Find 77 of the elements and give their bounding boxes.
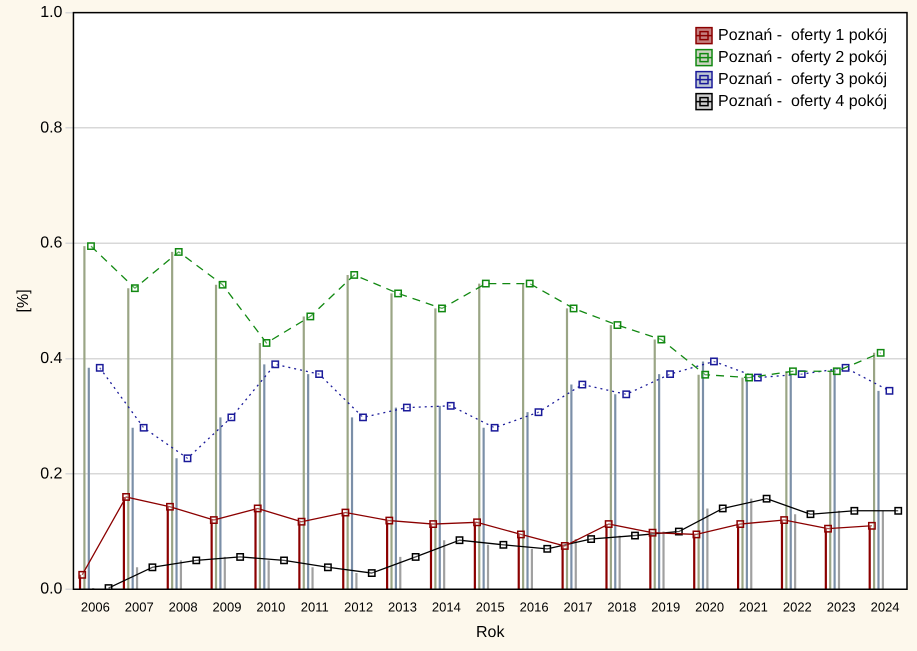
y-tick-label: 1.0 [40,4,63,22]
bar [486,544,490,588]
bar [741,378,744,588]
bar [794,514,796,588]
x-tick-label: 2008 [168,600,198,615]
x-tick-label: 2013 [388,600,417,615]
x-tick-label: 2016 [520,600,549,615]
bar [78,574,82,588]
bar [785,371,788,588]
bar [526,412,529,588]
bar [438,406,441,588]
bar [698,374,700,588]
y-tick-label: 0.2 [40,465,63,482]
y-tick-label: 0.8 [40,119,63,136]
bar [570,384,572,588]
bar [302,316,305,588]
bar [224,556,226,588]
bar [390,293,393,588]
bar [877,390,880,588]
y-tick-label: 0.4 [40,350,63,367]
bar [132,428,134,588]
bar [574,539,577,588]
x-tick-label: 2019 [651,600,680,615]
bar [790,374,792,588]
x-tick-label: 2011 [300,600,329,615]
legend-label: Poznań - oferty 1 pokój [718,27,887,44]
x-tick-label: 2010 [256,600,286,615]
bar [746,378,748,588]
bar [434,308,436,588]
x-tick-label: 2017 [564,600,592,615]
bar [610,325,612,588]
x-tick-label: 2020 [695,600,724,615]
x-tick-label: 2015 [476,600,505,615]
bar [219,417,222,588]
bar [350,417,354,588]
x-tick-label: 2018 [607,600,636,615]
bar [399,556,402,588]
bar [658,374,660,588]
bar [171,252,174,588]
x-axis-title: Rok [476,624,506,641]
bar [530,548,533,588]
bar [214,284,218,588]
bar [614,394,616,588]
bar [443,540,446,588]
bar [873,352,876,588]
bar [522,284,524,588]
y-tick-label: 0.6 [40,234,63,252]
legend-label: Poznań - oferty 2 pokój [718,49,887,66]
x-tick-label: 2022 [782,600,812,615]
x-tick-label: 2023 [826,600,856,615]
bar [311,567,314,588]
bar [654,340,656,588]
bar [263,364,266,588]
bar [258,342,261,588]
bar [566,308,568,588]
bar [882,510,884,588]
bar [83,246,86,588]
x-tick-label: 2009 [212,600,242,615]
bar [750,498,752,588]
legend-label: Poznań - oferty 4 pokój [718,93,887,110]
x-tick-label: 2021 [738,600,768,615]
x-tick-label: 2012 [344,600,374,615]
bar [478,284,480,588]
bar [268,560,270,588]
bar [127,288,130,588]
x-tick-label: 2014 [432,600,461,615]
bar [307,374,310,588]
bar [346,274,349,588]
x-tick-label: 2006 [80,600,110,615]
y-axis-title: [%] [15,289,32,312]
x-tick-label: 2007 [124,600,154,615]
x-tick-label: 2024 [870,600,900,615]
legend-label: Poznań - oferty 3 pokój [718,71,887,88]
bar [88,368,90,588]
bar [829,371,832,588]
bar [355,573,358,588]
y-tick-label: 0.0 [40,580,63,598]
